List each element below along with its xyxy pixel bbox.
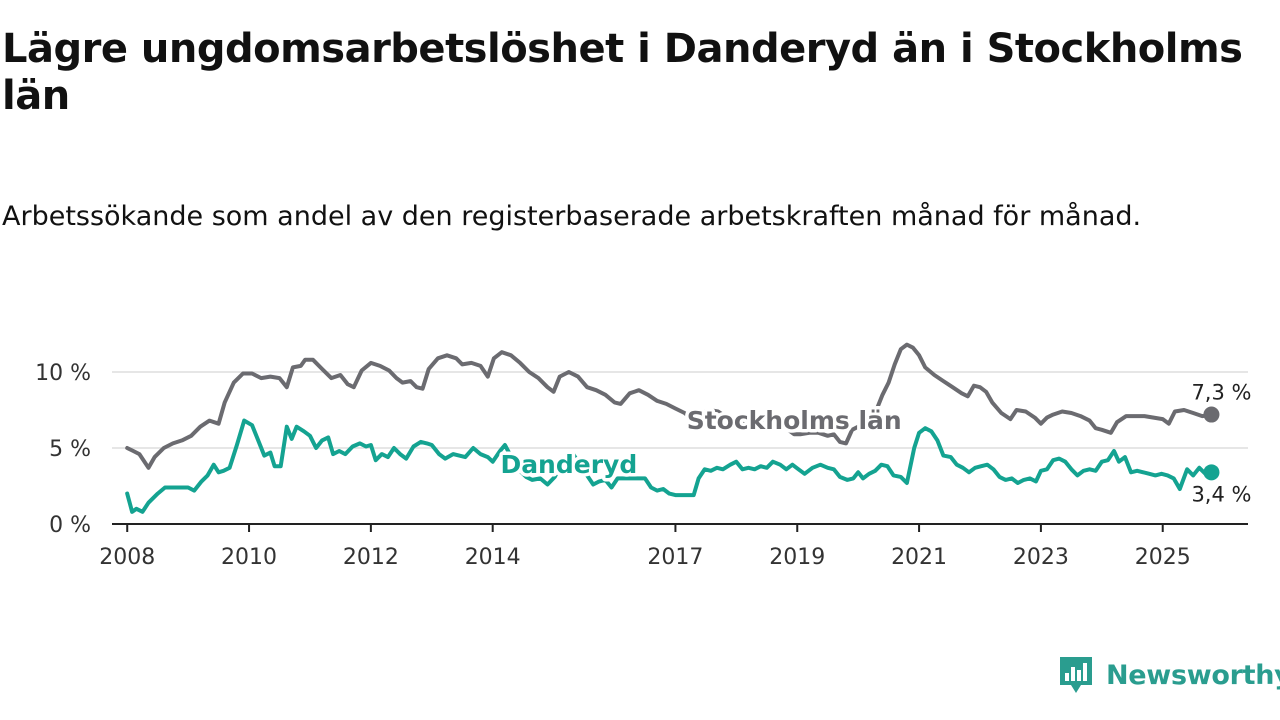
series-end-markers <box>1203 406 1220 481</box>
series-end-marker <box>1203 464 1220 481</box>
x-axis: 2008 2010 2012 2014 2017 2019 2021 2023 2025 <box>99 523 1248 570</box>
x-tick-label: 2023 <box>1013 545 1069 570</box>
series-line-stockholms-l-n <box>125 342 1214 470</box>
series-labels: 7,3 % 3,4 % Stockholms län Danderyd <box>497 381 1252 507</box>
grid-lines <box>112 371 1248 449</box>
x-tick-label: 2017 <box>647 545 703 570</box>
series-label: Danderyd <box>500 450 637 479</box>
x-tick-label: 2014 <box>465 545 521 570</box>
brand-name: Newsworthy <box>1106 659 1280 691</box>
y-tick-label: 0 % <box>49 513 91 538</box>
x-tick-label: 2021 <box>891 545 947 570</box>
chart-subtitle: Arbetssökande som andel av den registerb… <box>2 201 1142 232</box>
x-tick-label: 2019 <box>769 545 825 570</box>
end-value-label: 3,4 % <box>1191 482 1251 506</box>
series-label: Stockholms län <box>687 406 902 435</box>
x-tick-label: 2010 <box>221 545 277 570</box>
end-value-label: 7,3 % <box>1191 381 1251 405</box>
y-tick-label: 5 % <box>49 437 91 462</box>
chart-title: Lägre ungdomsarbetslöshet i Danderyd än … <box>2 26 1243 119</box>
newsworthy-logo-icon <box>1060 657 1092 693</box>
series-line-danderyd <box>125 418 1214 514</box>
x-tick-label: 2008 <box>99 545 155 570</box>
brand-logo: Newsworthy <box>1058 654 1280 696</box>
x-tick-label: 2012 <box>343 545 399 570</box>
series-lines <box>125 342 1214 514</box>
y-axis: 0 % 5 % 10 % <box>35 361 91 538</box>
y-tick-label: 10 % <box>35 361 91 386</box>
series-end-marker <box>1203 406 1220 423</box>
x-tick-label: 2025 <box>1135 545 1191 570</box>
